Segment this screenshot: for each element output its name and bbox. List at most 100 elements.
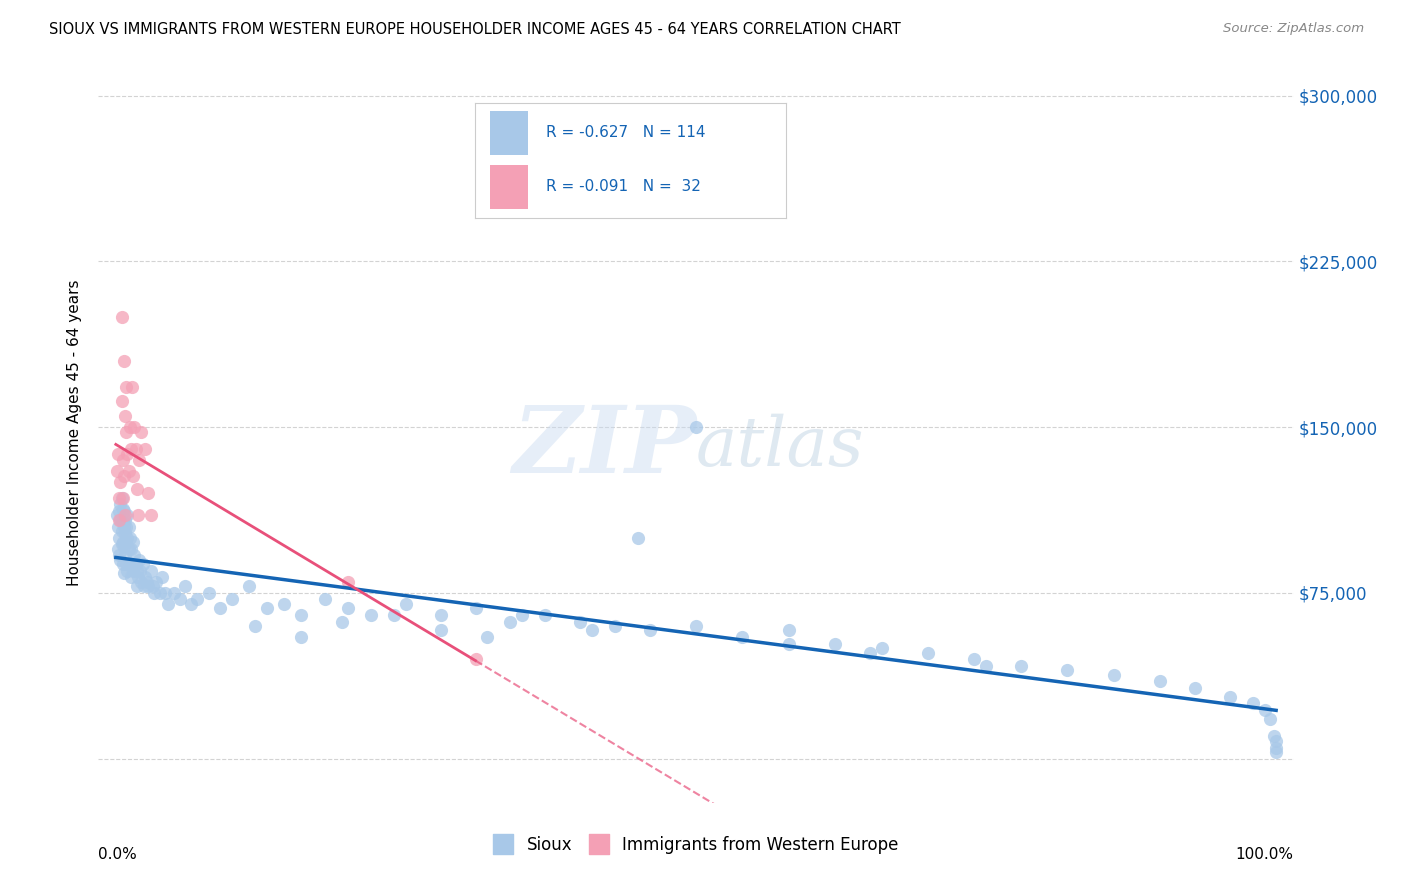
- Text: 0.0%: 0.0%: [98, 847, 138, 863]
- Point: [107, 541, 129, 556]
- Point: [115, 519, 138, 533]
- Point: [112, 353, 135, 368]
- Point: [870, 641, 893, 656]
- Point: [1241, 697, 1264, 711]
- Point: [120, 570, 142, 584]
- Text: SIOUX VS IMMIGRANTS FROM WESTERN EUROPE HOUSEHOLDER INCOME AGES 45 - 64 YEARS CO: SIOUX VS IMMIGRANTS FROM WESTERN EUROPE …: [49, 22, 901, 37]
- Point: [124, 549, 146, 563]
- Point: [132, 579, 155, 593]
- Point: [382, 607, 405, 622]
- Point: [122, 564, 145, 578]
- Point: [125, 579, 148, 593]
- Point: [107, 519, 129, 533]
- Point: [186, 592, 208, 607]
- Point: [256, 601, 278, 615]
- Point: [118, 420, 141, 434]
- Point: [568, 615, 591, 629]
- Point: [139, 508, 162, 523]
- Point: [124, 420, 146, 434]
- Point: [163, 586, 186, 600]
- Point: [128, 552, 150, 566]
- Point: [110, 513, 132, 527]
- Point: [360, 607, 382, 622]
- Point: [180, 597, 202, 611]
- Point: [114, 409, 136, 423]
- Point: [731, 630, 754, 644]
- Point: [134, 570, 156, 584]
- Point: [330, 615, 353, 629]
- Point: [149, 586, 172, 600]
- Point: [124, 442, 146, 457]
- Point: [112, 504, 135, 518]
- Point: [290, 630, 312, 644]
- Point: [114, 526, 136, 541]
- Point: [117, 531, 139, 545]
- Point: [429, 624, 451, 638]
- Point: [115, 380, 138, 394]
- Point: [290, 607, 312, 622]
- Point: [125, 482, 148, 496]
- Point: [243, 619, 266, 633]
- Legend: Sioux, Immigrants from Western Europe: Sioux, Immigrants from Western Europe: [486, 830, 905, 861]
- Point: [627, 531, 650, 545]
- Y-axis label: Householder Income Ages 45 - 64 years: Householder Income Ages 45 - 64 years: [67, 279, 83, 586]
- Point: [111, 537, 134, 551]
- Point: [464, 652, 486, 666]
- Point: [110, 475, 132, 490]
- Point: [1219, 690, 1241, 704]
- Point: [142, 579, 165, 593]
- Point: [112, 468, 135, 483]
- Point: [114, 549, 136, 563]
- Point: [1263, 730, 1285, 744]
- Point: [824, 637, 846, 651]
- Point: [221, 592, 243, 607]
- Text: Source: ZipAtlas.com: Source: ZipAtlas.com: [1223, 22, 1364, 36]
- Point: [108, 504, 131, 518]
- Point: [118, 531, 141, 545]
- Point: [108, 513, 131, 527]
- Point: [131, 574, 153, 589]
- Point: [336, 574, 359, 589]
- Point: [638, 624, 661, 638]
- Point: [1102, 667, 1125, 681]
- Text: 100.0%: 100.0%: [1236, 847, 1294, 863]
- Point: [111, 310, 134, 324]
- Point: [121, 557, 143, 571]
- Point: [174, 579, 197, 593]
- Point: [111, 557, 134, 571]
- Point: [153, 586, 176, 600]
- Point: [1010, 658, 1032, 673]
- Point: [974, 658, 997, 673]
- Point: [105, 464, 128, 478]
- Point: [1149, 674, 1171, 689]
- Point: [117, 447, 139, 461]
- Point: [117, 564, 139, 578]
- Point: [118, 557, 141, 571]
- Point: [963, 652, 986, 666]
- Point: [122, 468, 145, 483]
- Point: [120, 541, 142, 556]
- Point: [112, 519, 135, 533]
- Point: [169, 592, 191, 607]
- Point: [273, 597, 295, 611]
- Point: [117, 508, 139, 523]
- Point: [114, 513, 136, 527]
- Point: [127, 508, 149, 523]
- Point: [111, 453, 134, 467]
- Point: [778, 624, 800, 638]
- Point: [1265, 734, 1288, 748]
- Point: [115, 535, 138, 549]
- Point: [122, 535, 145, 549]
- Point: [110, 552, 132, 566]
- Point: [117, 464, 139, 478]
- Point: [143, 586, 166, 600]
- Point: [1253, 703, 1275, 717]
- Point: [112, 540, 135, 554]
- Point: [1265, 745, 1288, 759]
- Point: [136, 574, 159, 589]
- Point: [115, 557, 138, 571]
- Point: [111, 491, 134, 505]
- Point: [124, 557, 146, 571]
- Point: [111, 524, 134, 538]
- Point: [209, 601, 232, 615]
